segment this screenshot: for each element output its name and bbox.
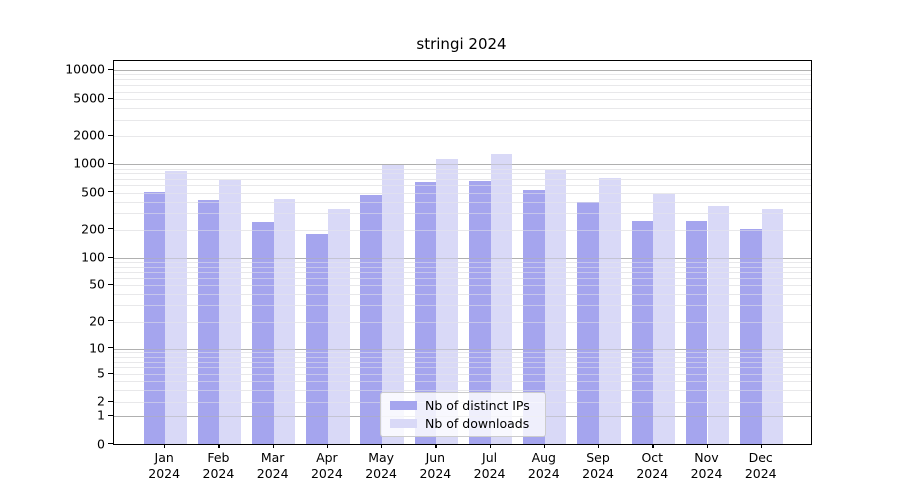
bars-layer: [114, 61, 811, 444]
bar-sep-downloads: [599, 178, 621, 444]
y-tick-mark: [108, 372, 113, 374]
x-tick-mark: [598, 444, 600, 449]
legend: Nb of distinct IPs Nb of downloads: [380, 392, 546, 437]
y-tick-label-20: 20: [89, 313, 105, 328]
x-tick-mark: [381, 444, 383, 449]
bar-sep-distinct-ips: [577, 201, 600, 444]
bar-mar-distinct-ips: [251, 222, 274, 444]
y-tick-label-5000: 5000: [73, 90, 105, 106]
y-tick-label-2: 2: [97, 393, 105, 409]
y-tick-mark: [108, 228, 113, 230]
bar-jun-distinct-ips: [414, 181, 437, 444]
y-tick-mark: [108, 443, 113, 445]
legend-row-downloads: Nb of downloads: [381, 416, 545, 431]
y-tick-label-500: 500: [81, 184, 105, 200]
y-tick-mark: [108, 162, 113, 165]
x-tick-mark: [218, 444, 220, 449]
y-tick-mark: [108, 400, 113, 402]
y-tick-mark: [108, 283, 113, 285]
x-tick-label-oct: Oct 2024: [636, 450, 669, 481]
x-tick-mark: [543, 444, 546, 449]
legend-swatch-downloads: [390, 419, 417, 428]
x-tick-mark: [435, 444, 437, 449]
y-tick-mark: [108, 191, 113, 193]
plot-area: [113, 60, 812, 445]
x-tick-mark: [272, 444, 274, 449]
bar-nov-downloads: [707, 206, 730, 444]
y-tick-mark: [108, 320, 113, 322]
x-tick-label-apr: Apr 2024: [310, 450, 343, 481]
y-tick-label-5: 5: [97, 365, 105, 381]
bar-dec-distinct-ips: [740, 228, 762, 444]
x-tick-label-nov: Nov 2024: [690, 450, 723, 481]
x-tick-mark: [652, 444, 654, 449]
y-tick-label-10: 10: [89, 340, 105, 355]
x-tick-mark: [326, 444, 329, 449]
y-tick-label-1: 1: [97, 407, 105, 423]
bar-feb-distinct-ips: [197, 199, 220, 444]
x-tick-label-aug: Aug 2024: [527, 450, 560, 481]
x-tick-mark: [760, 444, 763, 449]
x-tick-mark: [706, 444, 708, 449]
y-tick-label-0: 0: [97, 436, 105, 451]
y-tick-label-2000: 2000: [73, 127, 105, 143]
bar-oct-distinct-ips: [631, 220, 654, 444]
x-tick-label-jun: Jun 2024: [419, 450, 452, 481]
y-tick-mark: [108, 97, 113, 100]
bar-aug-distinct-ips: [523, 190, 545, 444]
y-tick-mark: [108, 347, 113, 349]
legend-label-downloads: Nb of downloads: [425, 416, 530, 431]
bar-nov-distinct-ips: [685, 221, 708, 444]
y-tick-label-1000: 1000: [73, 155, 105, 171]
x-tick-mark: [489, 444, 491, 449]
y-tick-label-100: 100: [81, 249, 105, 265]
legend-swatch-distinct-ips: [390, 401, 417, 410]
x-tick-label-jul: Jul 2024: [473, 450, 506, 481]
x-tick-label-may: May 2024: [365, 450, 398, 481]
bar-oct-downloads: [653, 193, 675, 444]
y-tick-mark: [108, 68, 113, 70]
bar-jan-distinct-ips: [143, 192, 166, 444]
bar-dec-downloads: [761, 208, 784, 444]
x-tick-label-mar: Mar 2024: [256, 450, 289, 481]
bar-apr-downloads: [327, 209, 350, 444]
bar-aug-downloads: [544, 170, 567, 444]
bar-jan-downloads: [165, 170, 187, 444]
x-tick-label-feb: Feb 2024: [202, 450, 235, 481]
legend-label-distinct-ips: Nb of distinct IPs: [425, 398, 530, 413]
bar-feb-downloads: [219, 180, 242, 444]
y-tick-mark: [108, 414, 113, 416]
bar-jul-downloads: [490, 153, 513, 444]
y-tick-mark: [108, 134, 113, 136]
x-tick-mark: [164, 444, 166, 449]
x-tick-label-dec: Dec 2024: [744, 450, 777, 481]
legend-row-distinct-ips: Nb of distinct IPs: [381, 398, 545, 413]
bar-mar-downloads: [273, 199, 296, 444]
bar-jul-distinct-ips: [468, 180, 491, 444]
bar-may-distinct-ips: [360, 195, 383, 444]
y-tick-label-200: 200: [81, 221, 105, 236]
y-tick-label-50: 50: [89, 276, 105, 292]
x-tick-label-jan: Jan 2024: [148, 450, 181, 481]
y-tick-mark: [108, 256, 113, 258]
y-tick-label-10000: 10000: [65, 61, 105, 77]
chart-title: stringi 2024: [416, 35, 507, 53]
bar-apr-distinct-ips: [306, 234, 328, 444]
x-tick-label-sep: Sep 2024: [582, 450, 614, 481]
